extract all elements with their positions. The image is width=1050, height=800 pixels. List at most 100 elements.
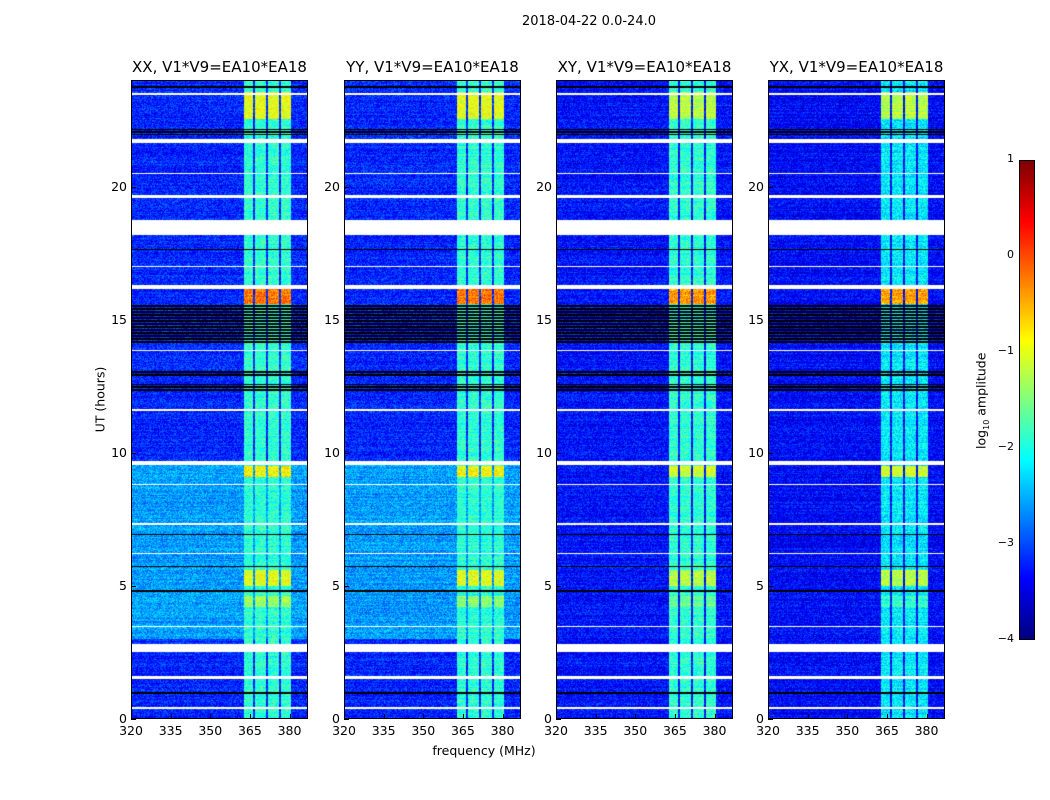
x-tick-mark: [847, 714, 849, 719]
x-tick-label: 350: [835, 723, 860, 738]
x-tick-label: 380: [914, 723, 939, 738]
y-tick-mark: [556, 186, 561, 188]
colorbar-label-rest: amplitude: [973, 352, 989, 420]
x-tick-label: 335: [795, 723, 820, 738]
spectrogram-heatmap: [769, 81, 944, 718]
x-tick-label: 335: [371, 723, 396, 738]
figure-title: 2018-04-22 0.0-24.0: [522, 14, 656, 29]
y-tick-label: 5: [332, 577, 340, 593]
x-tick-mark: [131, 714, 132, 719]
x-tick-label: 320: [544, 723, 568, 738]
colorbar-label-sub: 10: [981, 419, 991, 430]
colorbar-tick-label: −4: [997, 632, 1014, 645]
colorbar-tick-label: −3: [997, 536, 1014, 549]
y-tick-label: 0: [544, 711, 552, 726]
y-tick-mark: [344, 319, 349, 321]
y-tick-label: 20: [111, 178, 127, 194]
colorbar: [1019, 160, 1035, 640]
x-tick-mark: [674, 714, 676, 719]
y-tick-mark: [768, 719, 773, 720]
y-tick-label: 10: [748, 444, 764, 460]
x-tick-mark: [714, 714, 716, 719]
x-tick-label: 380: [702, 723, 727, 738]
y-tick-label: 10: [536, 444, 552, 460]
spectrogram-panel: [131, 80, 308, 719]
y-tick-label: 15: [111, 311, 127, 327]
x-tick-label: 335: [158, 723, 183, 738]
y-tick-mark: [131, 585, 136, 587]
x-tick-label: 380: [490, 723, 515, 738]
x-axis-label: frequency (MHz): [432, 743, 536, 758]
spectrogram-panel: [556, 80, 733, 719]
y-tick-mark: [344, 719, 349, 720]
colorbar-tick-label: −1: [997, 344, 1014, 357]
y-tick-label: 5: [119, 577, 127, 593]
y-tick-mark: [344, 186, 349, 188]
y-tick-mark: [131, 719, 136, 720]
y-tick-mark: [768, 585, 773, 587]
x-tick-mark: [170, 714, 172, 719]
x-tick-mark: [635, 714, 637, 719]
x-tick-mark: [768, 714, 769, 719]
x-tick-mark: [926, 714, 928, 719]
x-tick-mark: [807, 714, 809, 719]
colorbar-tick-label: −2: [997, 440, 1014, 453]
spectrogram-panel: [344, 80, 521, 719]
y-tick-mark: [131, 186, 136, 188]
y-tick-mark: [556, 452, 561, 454]
x-tick-label: 320: [756, 723, 780, 738]
x-tick-label: 350: [198, 723, 223, 738]
y-tick-label: 20: [324, 178, 340, 194]
y-tick-label: 0: [332, 711, 340, 726]
x-tick-mark: [502, 714, 504, 719]
y-tick-mark: [556, 319, 561, 321]
y-tick-mark: [556, 719, 561, 720]
y-tick-mark: [768, 186, 773, 188]
y-tick-mark: [131, 452, 136, 454]
y-tick-label: 10: [324, 444, 340, 460]
x-tick-mark: [344, 714, 345, 719]
y-tick-label: 15: [536, 311, 552, 327]
y-tick-mark: [131, 319, 136, 321]
y-tick-label: 20: [536, 178, 552, 194]
x-tick-mark: [383, 714, 385, 719]
x-tick-mark: [886, 714, 888, 719]
x-tick-mark: [423, 714, 425, 719]
x-tick-label: 365: [662, 723, 687, 738]
y-tick-label: 0: [119, 711, 127, 726]
panel-title: XY, V1*V9=EA10*EA18: [557, 58, 732, 76]
spectrogram-panel: [768, 80, 945, 719]
panel-title: YX, V1*V9=EA10*EA18: [769, 58, 944, 76]
x-tick-label: 320: [119, 723, 143, 738]
x-tick-mark: [210, 714, 212, 719]
x-tick-mark: [556, 714, 557, 719]
x-tick-label: 365: [874, 723, 899, 738]
x-tick-label: 365: [237, 723, 262, 738]
x-tick-mark: [289, 714, 291, 719]
spectrogram-heatmap: [345, 81, 520, 718]
y-tick-mark: [344, 452, 349, 454]
x-tick-mark: [462, 714, 464, 719]
y-tick-label: 5: [756, 577, 764, 593]
colorbar-gradient: [1020, 161, 1034, 639]
spectrogram-heatmap: [557, 81, 732, 718]
x-tick-mark: [249, 714, 251, 719]
x-tick-label: 320: [332, 723, 356, 738]
y-tick-label: 10: [111, 444, 127, 460]
y-tick-mark: [768, 319, 773, 321]
y-tick-label: 20: [748, 178, 764, 194]
spectrogram-heatmap: [132, 81, 307, 718]
x-tick-label: 350: [623, 723, 648, 738]
x-tick-mark: [595, 714, 597, 719]
x-tick-label: 365: [450, 723, 475, 738]
y-tick-mark: [768, 452, 773, 454]
y-tick-mark: [556, 585, 561, 587]
y-tick-mark: [344, 585, 349, 587]
y-tick-label: 15: [748, 311, 764, 327]
y-tick-label: 0: [756, 711, 764, 726]
y-tick-label: 5: [544, 577, 552, 593]
panel-title: YY, V1*V9=EA10*EA18: [346, 58, 519, 76]
colorbar-tick-label: 1: [1007, 152, 1014, 165]
y-tick-label: 15: [324, 311, 340, 327]
